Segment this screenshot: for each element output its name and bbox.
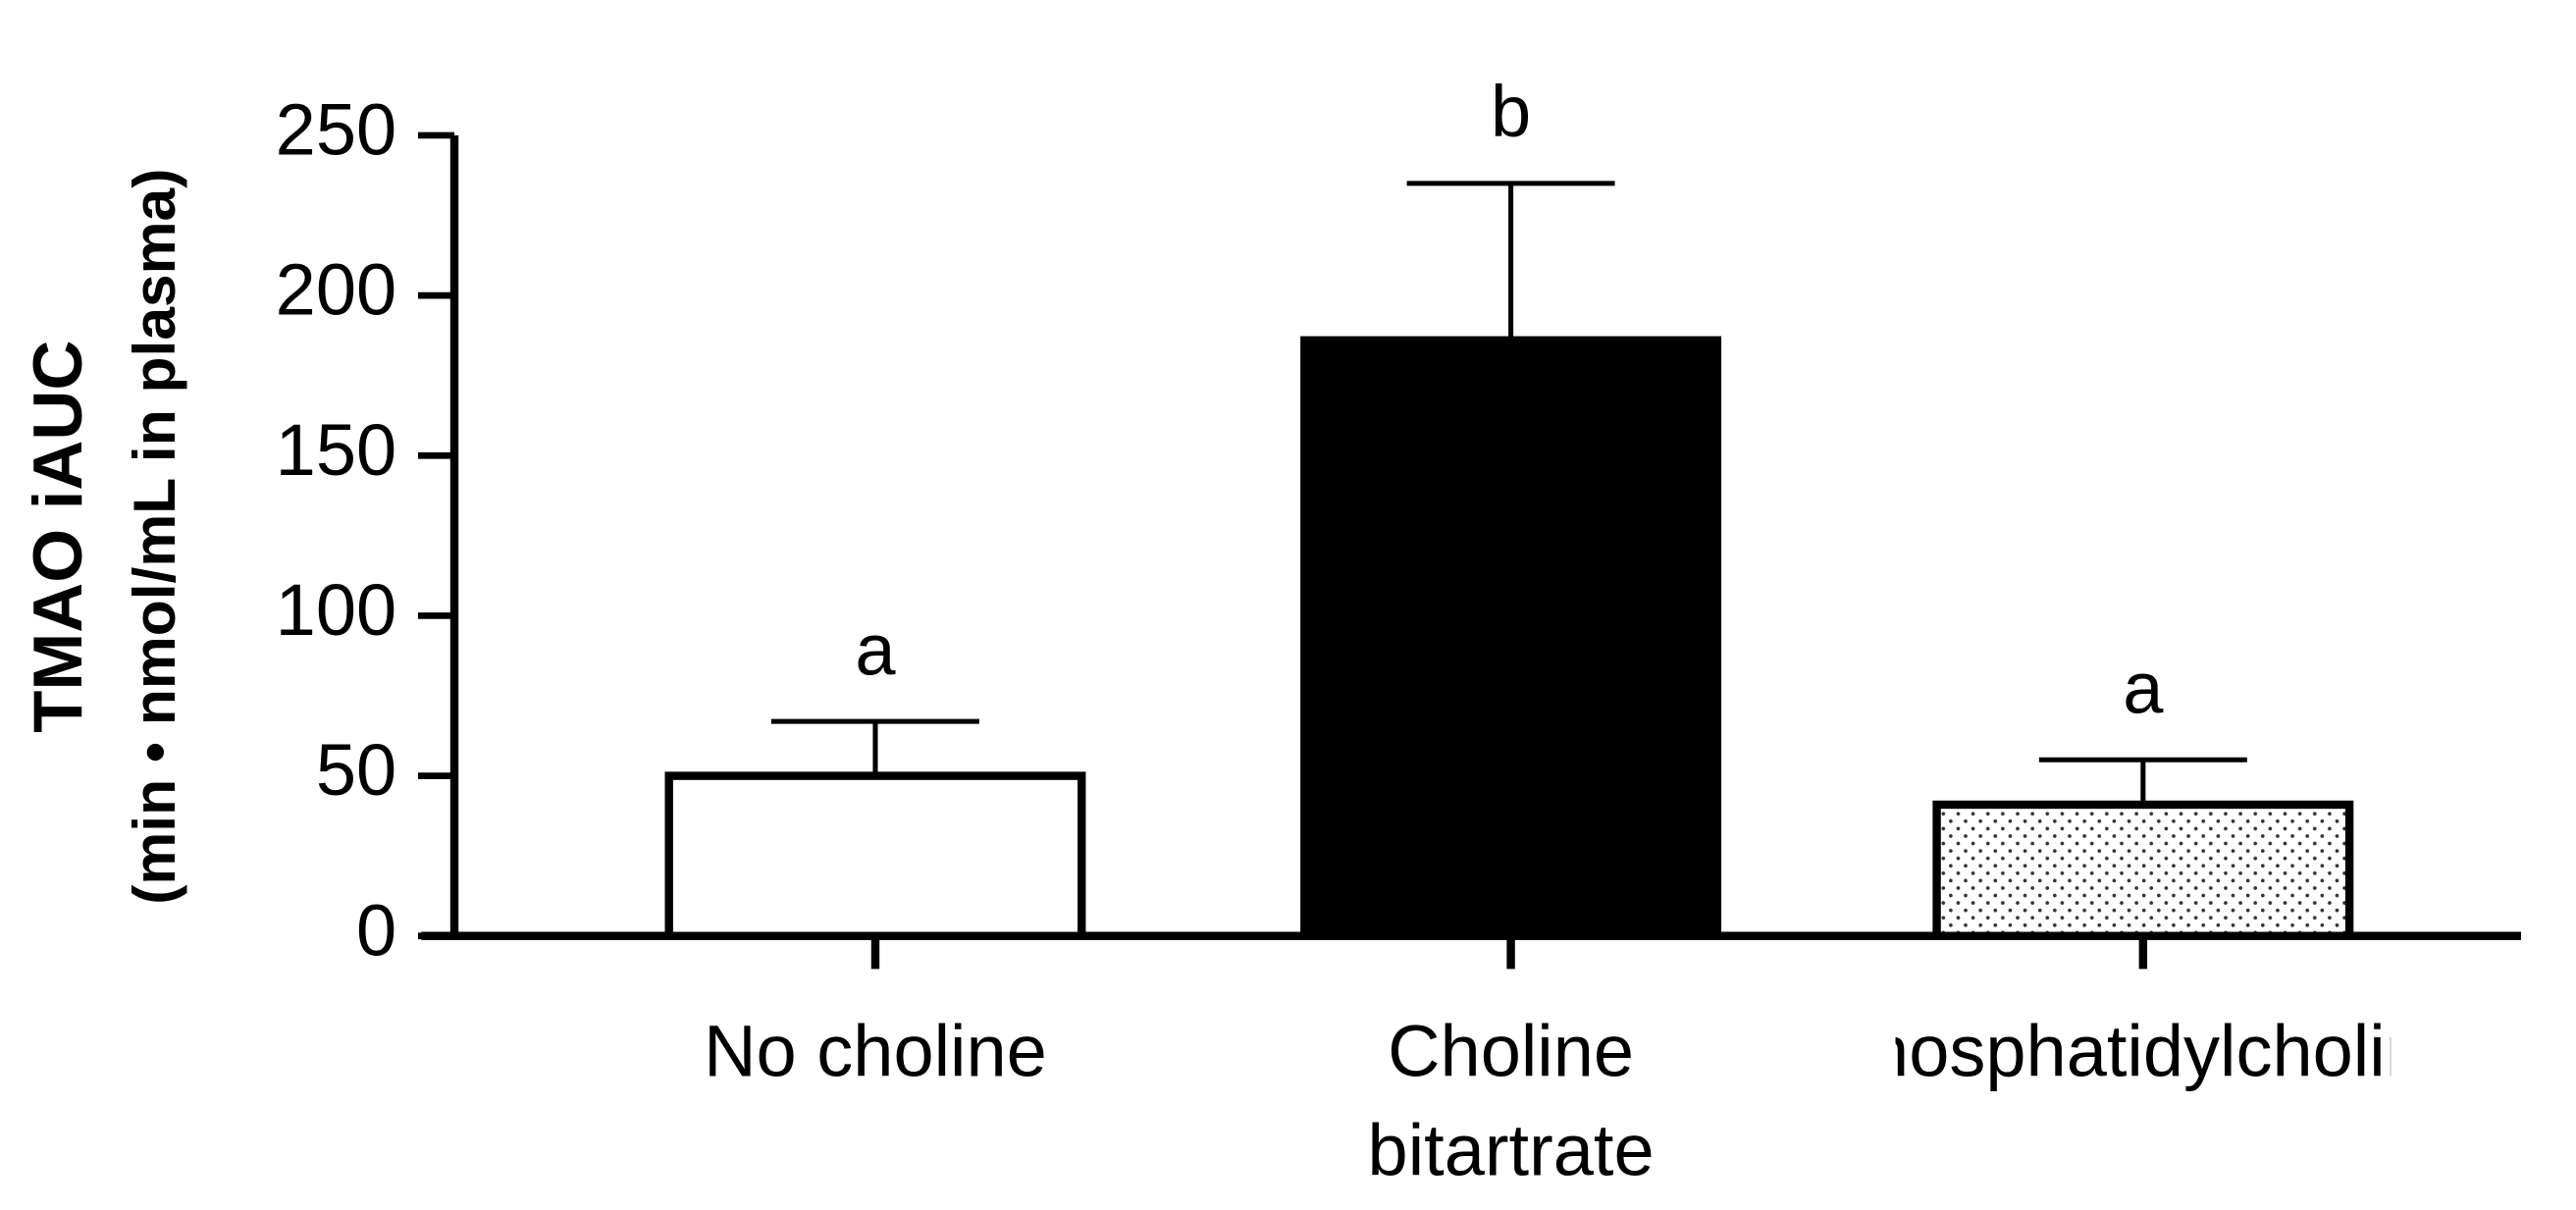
significance-label: a <box>2123 648 2164 729</box>
bar <box>1932 800 2354 940</box>
y-axis-subtitle: (min • nmol/mL in plasma) <box>121 169 187 905</box>
x-tick-label: No choline <box>704 1012 1047 1093</box>
x-tick-label: Choline bitartrate <box>1367 1012 1655 1192</box>
y-tick-label: 0 <box>356 889 396 971</box>
y-tick-label: 50 <box>316 729 396 811</box>
y-tick-label: 200 <box>276 249 396 331</box>
y-tick-label: 150 <box>276 409 396 491</box>
bar <box>1300 336 1722 940</box>
y-tick-label: 250 <box>276 88 396 170</box>
x-tick-label-box: Choline bitartrate <box>1367 1012 1655 1192</box>
bar <box>664 771 1086 940</box>
y-axis-title: TMAO iAUC <box>19 341 96 733</box>
x-tick-label-box: No choline <box>704 1012 1047 1093</box>
x-tick-label-box: Phosphatidylcholine <box>1896 1012 2392 1093</box>
significance-label: a <box>855 608 896 690</box>
y-tick-label: 100 <box>276 569 396 651</box>
x-tick-label: Phosphatidylcholine <box>1896 1012 2392 1093</box>
significance-label: b <box>1491 71 1531 152</box>
